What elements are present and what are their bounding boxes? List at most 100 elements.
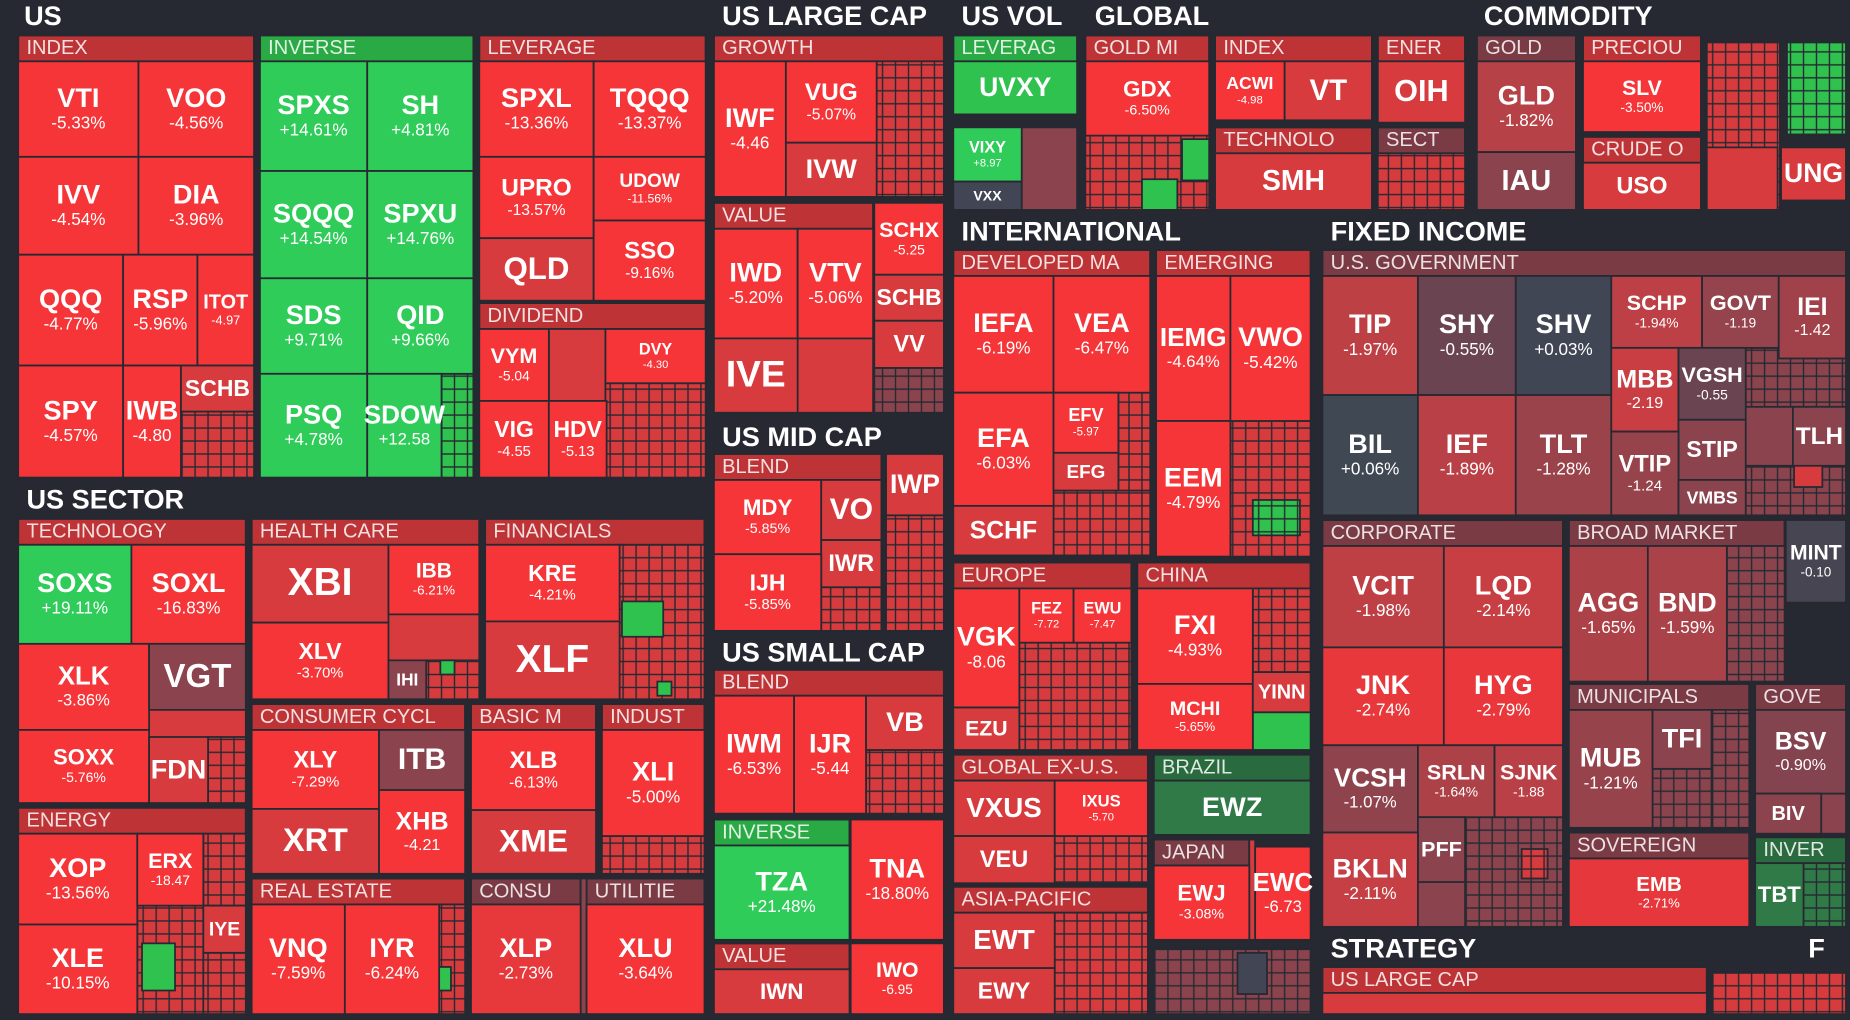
tile-ticker: XOP [49, 852, 106, 883]
group-title: INDEX [26, 37, 87, 59]
tile-ticker: PFF [1421, 836, 1462, 861]
tile-ticker: SRLN [1427, 759, 1486, 784]
group-header [713, 818, 851, 847]
tile [713, 553, 823, 632]
tile-ticker: QID [396, 299, 444, 330]
tile-change: -11.56% [627, 191, 672, 205]
tile [952, 60, 1078, 116]
tile [1152, 779, 1312, 836]
tile-change: -0.90% [1775, 756, 1826, 774]
tile [793, 694, 867, 815]
minor-tile [141, 942, 176, 992]
tile [952, 911, 1056, 970]
group-header [250, 517, 481, 546]
tile [1754, 708, 1847, 795]
tile-ticker: SCHX [879, 217, 940, 242]
tile-change: -2.19 [1627, 394, 1664, 412]
tile [1214, 60, 1286, 122]
tile-ticker: ITB [398, 743, 446, 776]
group-header [478, 302, 707, 330]
minor-tile-grid [1803, 863, 1846, 927]
tile [17, 364, 125, 479]
tile-change: -1.19 [1725, 314, 1757, 330]
tile-change: -4.57% [44, 426, 98, 445]
tile-change: -4.79% [1166, 493, 1220, 512]
tile-ticker: DVY [639, 340, 673, 358]
tile [713, 694, 795, 815]
tile-ticker: SCHF [970, 517, 1037, 544]
tile-ticker: XLK [58, 663, 110, 691]
tile-ticker: SHV [1536, 308, 1592, 339]
tile-change: -16.83% [157, 599, 221, 618]
group-header [1214, 126, 1373, 155]
tile-ticker: TLT [1540, 428, 1588, 459]
tile [1567, 708, 1654, 829]
minor-tile-grid [1153, 949, 1311, 1015]
tile [470, 809, 597, 875]
tile-change: -13.56% [46, 884, 110, 903]
tile-ticker: VIXY [969, 139, 1006, 157]
tile [952, 706, 1021, 751]
tile [250, 903, 346, 1015]
tile-ticker: SDS [286, 299, 342, 330]
tile [343, 903, 441, 1015]
group-header [713, 668, 945, 697]
tile-change: -13.57% [507, 202, 565, 219]
tile-change: -3.86% [57, 690, 110, 709]
section-title: STRATEGY [1331, 933, 1477, 964]
minor-tile [547, 328, 607, 402]
tile [873, 319, 945, 369]
group-title: CHINA [1146, 564, 1209, 586]
group-header [1567, 519, 1786, 547]
tile-change: -9.16% [625, 265, 674, 282]
group-header [1582, 34, 1702, 63]
tile-change: +4.81% [391, 121, 449, 140]
tile [1072, 587, 1133, 644]
minor-tile-grid [1726, 545, 1785, 682]
group-title: GOVE [1763, 686, 1821, 708]
tile-change: -5.85% [744, 597, 791, 613]
tile-ticker: IWP [890, 469, 940, 499]
group-title: SECT [1386, 129, 1439, 151]
group-title: LEVERAG [962, 37, 1057, 59]
group-title: BLEND [722, 456, 789, 478]
tile-ticker: IWB [126, 394, 179, 425]
tile [820, 479, 883, 541]
tile-ticker: VEA [1074, 307, 1130, 338]
tile-ticker: KRE [528, 560, 577, 586]
tile-ticker: VXX [973, 188, 1002, 204]
minor-tile [1020, 126, 1078, 211]
section-title: COMMODITY [1484, 0, 1653, 31]
tile-ticker: VOO [166, 82, 226, 113]
tile-ticker: XME [499, 823, 568, 859]
minor-tile-grid [874, 367, 944, 413]
tile-ticker: ITOT [203, 291, 248, 313]
minor-tile-grid [1521, 849, 1548, 879]
tile-change: -1.98% [1356, 601, 1410, 620]
tile [1442, 646, 1564, 747]
tile-ticker: SSO [624, 237, 675, 264]
tile-change: +8.97 [973, 157, 1001, 169]
tile-ticker: SPXL [501, 82, 572, 113]
tile [592, 219, 707, 302]
tile-change: -1.42 [1794, 322, 1830, 339]
group-title: GOLD MI [1094, 37, 1179, 59]
tile [713, 60, 787, 198]
tile-ticker: VUG [805, 79, 858, 106]
tile-ticker: IYE [209, 919, 240, 941]
tile-ticker: MDY [743, 495, 793, 520]
tile-ticker: SCHP [1627, 290, 1687, 315]
tile [873, 201, 945, 276]
tile-ticker: IWF [725, 102, 775, 133]
group-header [952, 561, 1133, 590]
group-title: CONSU [479, 880, 551, 902]
tile-change: -5.70 [1089, 811, 1115, 823]
tile-ticker: SPXU [383, 197, 457, 228]
tile-change: -5.96% [133, 315, 187, 334]
tile-ticker: FEZ [1031, 600, 1062, 618]
group-title: DIVIDEND [488, 305, 584, 327]
tile [1321, 275, 1419, 396]
tile-change: -4.55 [497, 444, 531, 460]
group-header [470, 877, 582, 906]
